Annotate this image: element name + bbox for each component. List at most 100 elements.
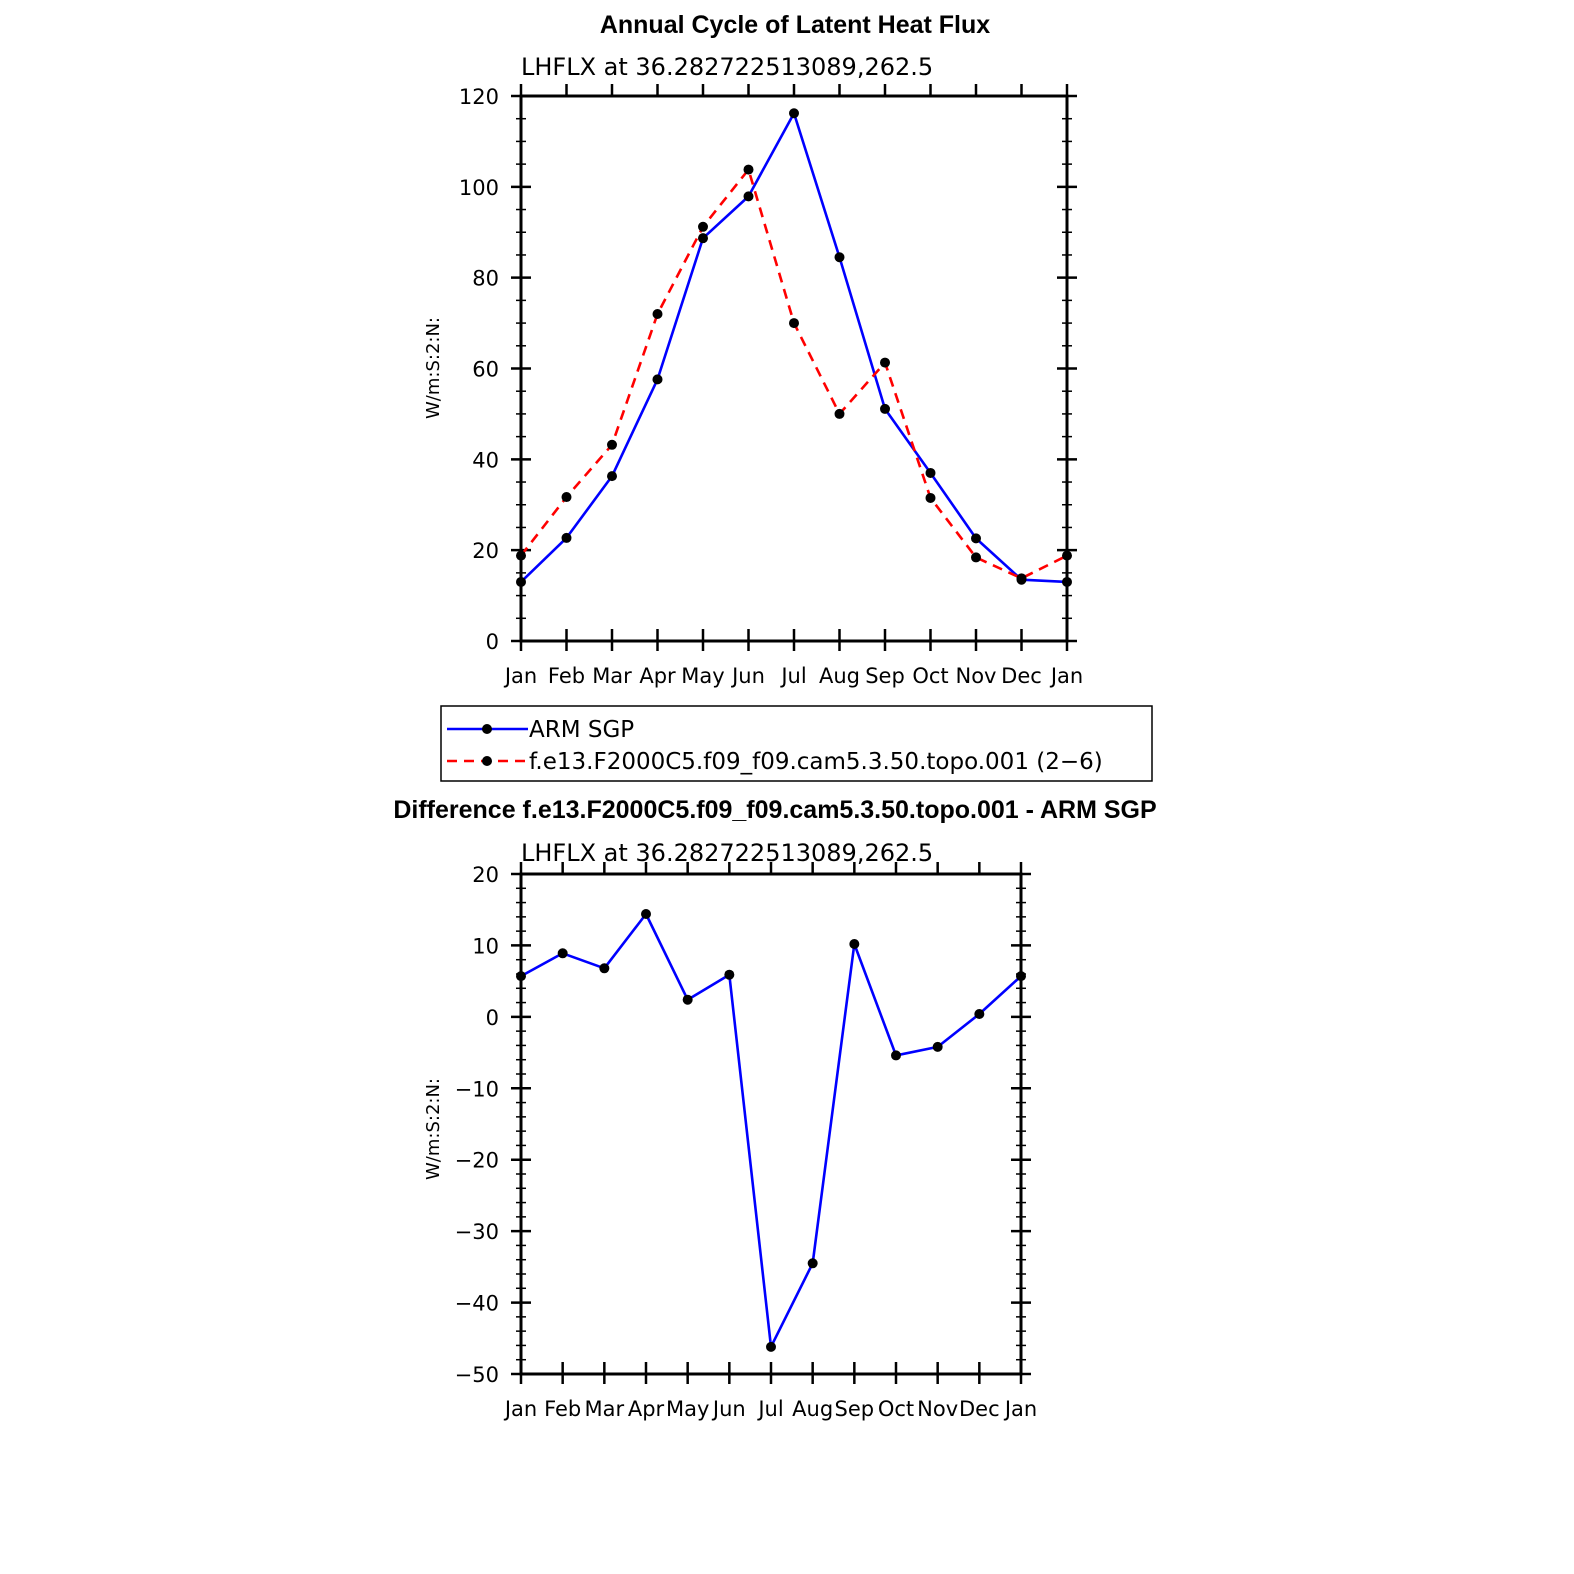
chart-title: Annual Cycle of Latent Heat Flux (600, 11, 990, 39)
data-point-series-1 (789, 318, 799, 329)
data-point-series-0 (641, 909, 651, 919)
legend-box (440, 705, 1153, 782)
x-tick-label: Sep (865, 664, 905, 688)
series-line-0 (520, 912, 1022, 1349)
data-point-series-0 (557, 948, 568, 959)
y-tick-label: 100 (459, 176, 499, 200)
x-tick-label: Jul (756, 1397, 783, 1421)
x-tick-label: Jul (779, 664, 806, 688)
y-tick-label: 0 (486, 1006, 499, 1030)
data-point-series-1 (834, 408, 845, 419)
data-point-series-0 (974, 1009, 985, 1019)
data-point-series-1 (698, 221, 708, 232)
data-point-series-0 (834, 252, 845, 263)
data-point-series-0 (880, 403, 890, 414)
x-tick-label: Jun (730, 664, 765, 688)
x-tick-label: Jan (503, 664, 537, 688)
x-tick-label: Nov (917, 1397, 958, 1421)
data-point-series-0 (682, 994, 693, 1005)
y-tick-label: 80 (472, 267, 499, 291)
x-tick-label: Jan (503, 1397, 537, 1421)
annual-cycle-chart: Annual Cycle of Latent Heat Flux LHFLX a… (423, 11, 1083, 688)
data-point-series-0 (766, 1341, 776, 1352)
y-tick-label: −50 (455, 1363, 499, 1387)
legend-marker-model (482, 756, 492, 766)
chart-title: Difference f.e13.F2000C5.f09_f09.cam5.3.… (393, 796, 1156, 824)
x-tick-label: Aug (792, 1397, 833, 1421)
x-tick-label: Oct (878, 1397, 914, 1421)
y-tick-label: 10 (472, 934, 499, 958)
plot-area: Jan Feb Mar Apr May Jun Jul Aug Sep Oct Nov Dec Jan−… (455, 862, 1037, 1421)
data-point-series-0 (516, 971, 526, 982)
legend-label-model: f.e13.F2000C5.f09_f09.cam5.3.50.topo.001… (529, 749, 1103, 775)
x-tick-label: May (681, 664, 724, 688)
x-tick-label: Jun (711, 1397, 746, 1421)
y-tick-label: −20 (455, 1149, 499, 1173)
chart-subtitle: LHFLX at 36.282722513089,262.5 (521, 839, 933, 867)
x-tick-label: Feb (548, 664, 585, 688)
y-tick-label: −40 (455, 1292, 499, 1316)
legend-label-arm-sgp: ARM SGP (529, 717, 634, 743)
y-tick-label: −10 (455, 1077, 499, 1101)
data-point-series-1 (1016, 573, 1027, 584)
data-point-series-0 (561, 532, 572, 543)
chart-subtitle: LHFLX at 36.282722513089,262.5 (521, 53, 933, 81)
plot-area: Jan Feb Mar Apr May Jun Jul Aug Sep Oct Nov Dec Jan0… (459, 84, 1083, 688)
legend: ARM SGP f.e13.F2000C5.f09_f09.cam5.3.50.… (440, 705, 1153, 782)
y-axis-label: W/m:S:2:N: (423, 317, 444, 419)
data-point-series-0 (599, 963, 610, 974)
y-axis-label: W/m:S:2:N: (423, 1078, 444, 1180)
data-point-series-0 (698, 233, 708, 244)
data-point-series-1 (1062, 550, 1072, 561)
difference-chart: Difference f.e13.F2000C5.f09_f09.cam5.3.… (393, 796, 1156, 1421)
x-tick-label: Jan (1003, 1397, 1037, 1421)
x-tick-label: Dec (1001, 664, 1042, 688)
x-tick-label: Mar (585, 1397, 625, 1421)
data-point-series-0 (807, 1258, 818, 1269)
x-tick-label: Aug (819, 664, 860, 688)
series-line-1 (519, 168, 1068, 580)
y-tick-label: 60 (472, 358, 499, 382)
data-point-series-1 (652, 309, 663, 319)
x-tick-label: Apr (628, 1397, 665, 1421)
y-tick-label: 20 (472, 863, 499, 887)
y-tick-label: −30 (455, 1220, 499, 1244)
data-point-series-0 (932, 1041, 943, 1052)
x-tick-label: Sep (835, 1397, 875, 1421)
data-point-series-0 (849, 939, 860, 949)
y-tick-label: 40 (472, 448, 499, 472)
data-point-series-1 (516, 550, 526, 561)
data-point-series-0 (789, 108, 799, 119)
x-tick-label: May (666, 1397, 709, 1421)
data-point-series-0 (891, 1050, 901, 1061)
data-point-series-0 (516, 576, 526, 587)
data-point-series-0 (607, 471, 617, 482)
x-tick-label: Apr (639, 664, 676, 688)
legend-marker-arm-sgp (482, 724, 492, 734)
y-tick-label: 0 (486, 630, 499, 654)
data-point-series-0 (724, 969, 735, 980)
series-line-0 (520, 111, 1068, 584)
data-point-series-0 (1062, 576, 1072, 587)
data-point-series-1 (743, 164, 754, 175)
data-point-series-1 (880, 357, 890, 368)
y-tick-label: 20 (472, 539, 499, 563)
x-tick-label: Nov (956, 664, 997, 688)
data-point-series-1 (971, 552, 981, 563)
data-point-series-1 (607, 439, 617, 450)
x-tick-label: Feb (544, 1397, 581, 1421)
x-tick-label: Dec (959, 1397, 1000, 1421)
data-point-series-1 (925, 492, 936, 503)
x-tick-label: Oct (912, 664, 948, 688)
plot-frame (519, 94, 1069, 643)
data-point-series-0 (652, 374, 663, 385)
data-point-series-1 (561, 492, 572, 503)
data-point-series-0 (1016, 971, 1026, 982)
y-tick-label: 120 (459, 85, 499, 109)
data-point-series-0 (743, 191, 754, 202)
x-tick-label: Mar (592, 664, 632, 688)
data-point-series-0 (925, 467, 936, 478)
data-point-series-0 (971, 533, 981, 544)
x-tick-label: Jan (1049, 664, 1083, 688)
